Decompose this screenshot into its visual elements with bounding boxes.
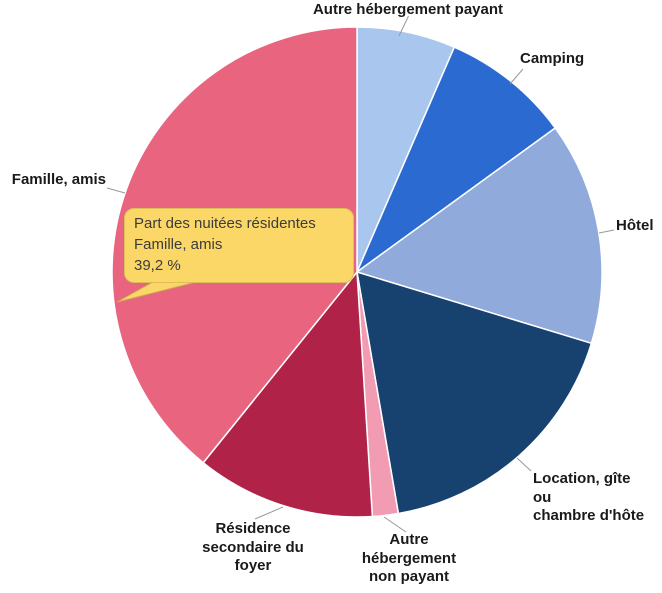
leader-line-camping — [509, 68, 524, 85]
leader-line-autre-hebergement-non-payant — [383, 516, 407, 533]
tooltip: Part des nuitées résidentes Famille, ami… — [124, 208, 354, 283]
slice-label-famille-amis: Famille, amis — [11, 171, 106, 188]
pie-slice-camping[interactable] — [356, 46, 556, 273]
slice-label-camping: Camping — [520, 50, 585, 67]
slice-label-location-gite: Location, gîte ou chambre d'hôte — [533, 470, 645, 524]
label-leader-lines — [106, 15, 615, 533]
pie-slice-hotel[interactable] — [356, 127, 603, 345]
leader-line-autre-hebergement-payant — [398, 15, 409, 37]
slice-label-autre-hebergement-non-payant: Autre hébergement non payant — [361, 531, 457, 585]
tooltip-value: 39,2 % — [134, 257, 181, 274]
leader-line-hotel — [598, 229, 615, 234]
leader-line-location-gite — [516, 457, 532, 472]
leader-line-residence-secondaire — [254, 506, 284, 520]
pie-slice-location-gite[interactable] — [356, 271, 593, 515]
slice-label-hotel: Hôtel — [616, 217, 654, 234]
tooltip-category: Famille, amis — [134, 236, 223, 253]
tooltip-series-name: Part des nuitées résidentes — [134, 215, 316, 232]
slice-label-autre-hebergement-payant: Autre hébergement payant — [312, 1, 504, 18]
slice-label-residence-secondaire: Résidence secondaire du foyer — [202, 520, 304, 574]
pie-slice-residence-secondaire[interactable] — [202, 271, 374, 518]
leader-line-famille-amis — [106, 187, 126, 194]
